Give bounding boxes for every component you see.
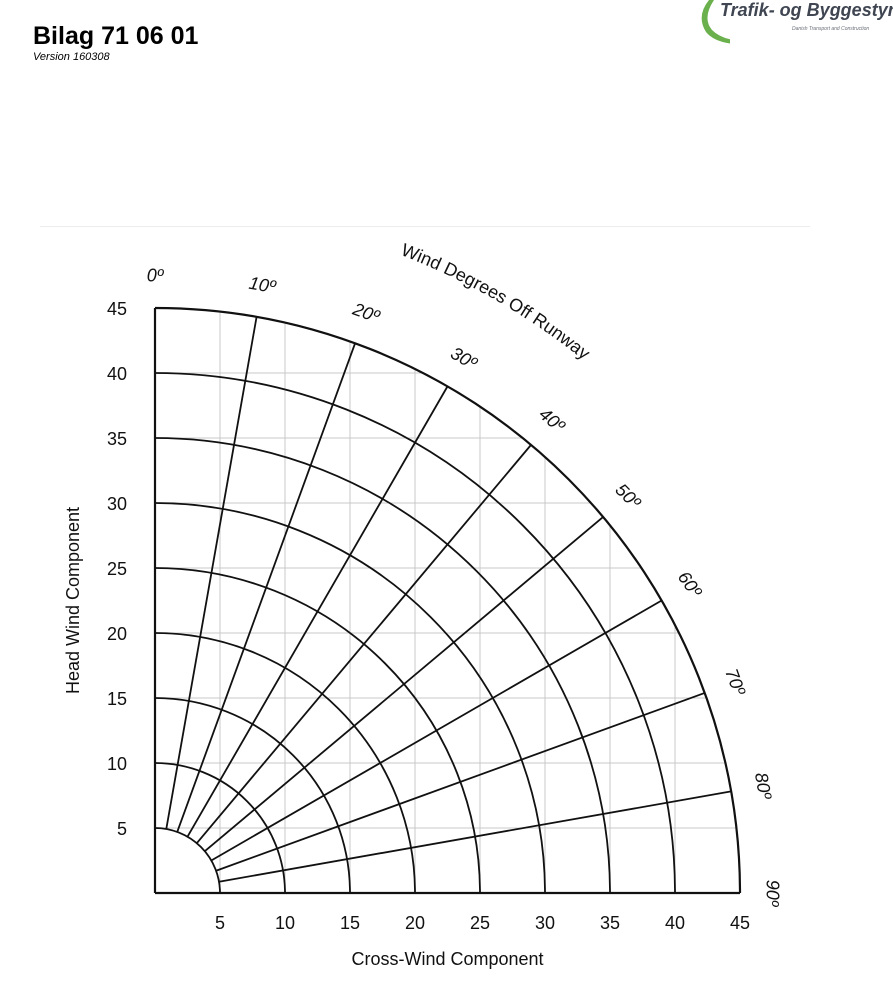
speed-arc [154,437,611,894]
y-tick-label: 5 [117,819,127,839]
angle-tick-label: 60º [674,568,706,602]
agency-logo: Trafik- og Byggestyrels Danish Transport… [700,0,893,44]
speed-arc [154,567,481,894]
angle-tick-label: 40º [535,404,569,437]
angle-axis-title: Wind Degrees Off Runway [399,240,594,364]
angle-ray-50 [204,516,604,852]
y-tick-label: 45 [107,299,127,319]
angle-ray-20 [176,342,356,833]
logo-subtitle: Danish Transport and Construction [792,26,870,32]
y-tick-label: 35 [107,429,127,449]
speed-arc [154,697,351,894]
x-tick-label: 40 [665,913,685,933]
angle-tick-label: 30º [447,343,481,374]
speed-arc [154,372,676,894]
speed-arc [154,762,286,894]
x-tick-label: 15 [340,913,360,933]
angle-tick-label: 20º [349,298,383,327]
logo-name: Trafik- og Byggestyrels [720,0,893,20]
x-tick-label: 10 [275,913,295,933]
y-tick-label: 10 [107,754,127,774]
speed-arc [154,632,416,894]
x-tick-label: 30 [535,913,555,933]
y-tick-label: 30 [107,494,127,514]
y-tick-label: 20 [107,624,127,644]
angle-ray-60 [210,599,663,862]
angle-ray-30 [186,385,449,838]
angle-tick-label: 80º [751,771,776,802]
y-tick-label: 25 [107,559,127,579]
y-axis-title: Head Wind Component [63,507,83,694]
angle-tick-label: 70º [721,666,749,699]
angle-tick-label: 10º [247,273,278,298]
x-tick-label: 35 [600,913,620,933]
speed-arc [154,502,546,894]
header-divider [40,226,810,227]
y-tick-label: 40 [107,364,127,384]
x-tick-label: 25 [470,913,490,933]
x-tick-label: 45 [730,913,750,933]
x-tick-label: 5 [215,913,225,933]
document-title: Bilag 71 06 01 [33,22,199,50]
angle-tick-label: 50º [611,480,645,514]
angle-ray-80 [218,790,732,883]
speed-arc [154,827,221,894]
logo-swoosh-icon [701,0,734,44]
angle-tick-label: 90º [762,880,782,908]
outer-arc [154,306,742,894]
x-axis-title: Cross-Wind Component [351,949,543,969]
angle-tick-label: 0º [147,266,165,286]
angle-ray-70 [215,692,706,872]
angle-ray-40 [196,444,532,844]
x-tick-label: 20 [405,913,425,933]
y-tick-label: 15 [107,689,127,709]
angle-ray-10 [165,316,258,830]
document-version: Version 160308 [33,51,110,63]
